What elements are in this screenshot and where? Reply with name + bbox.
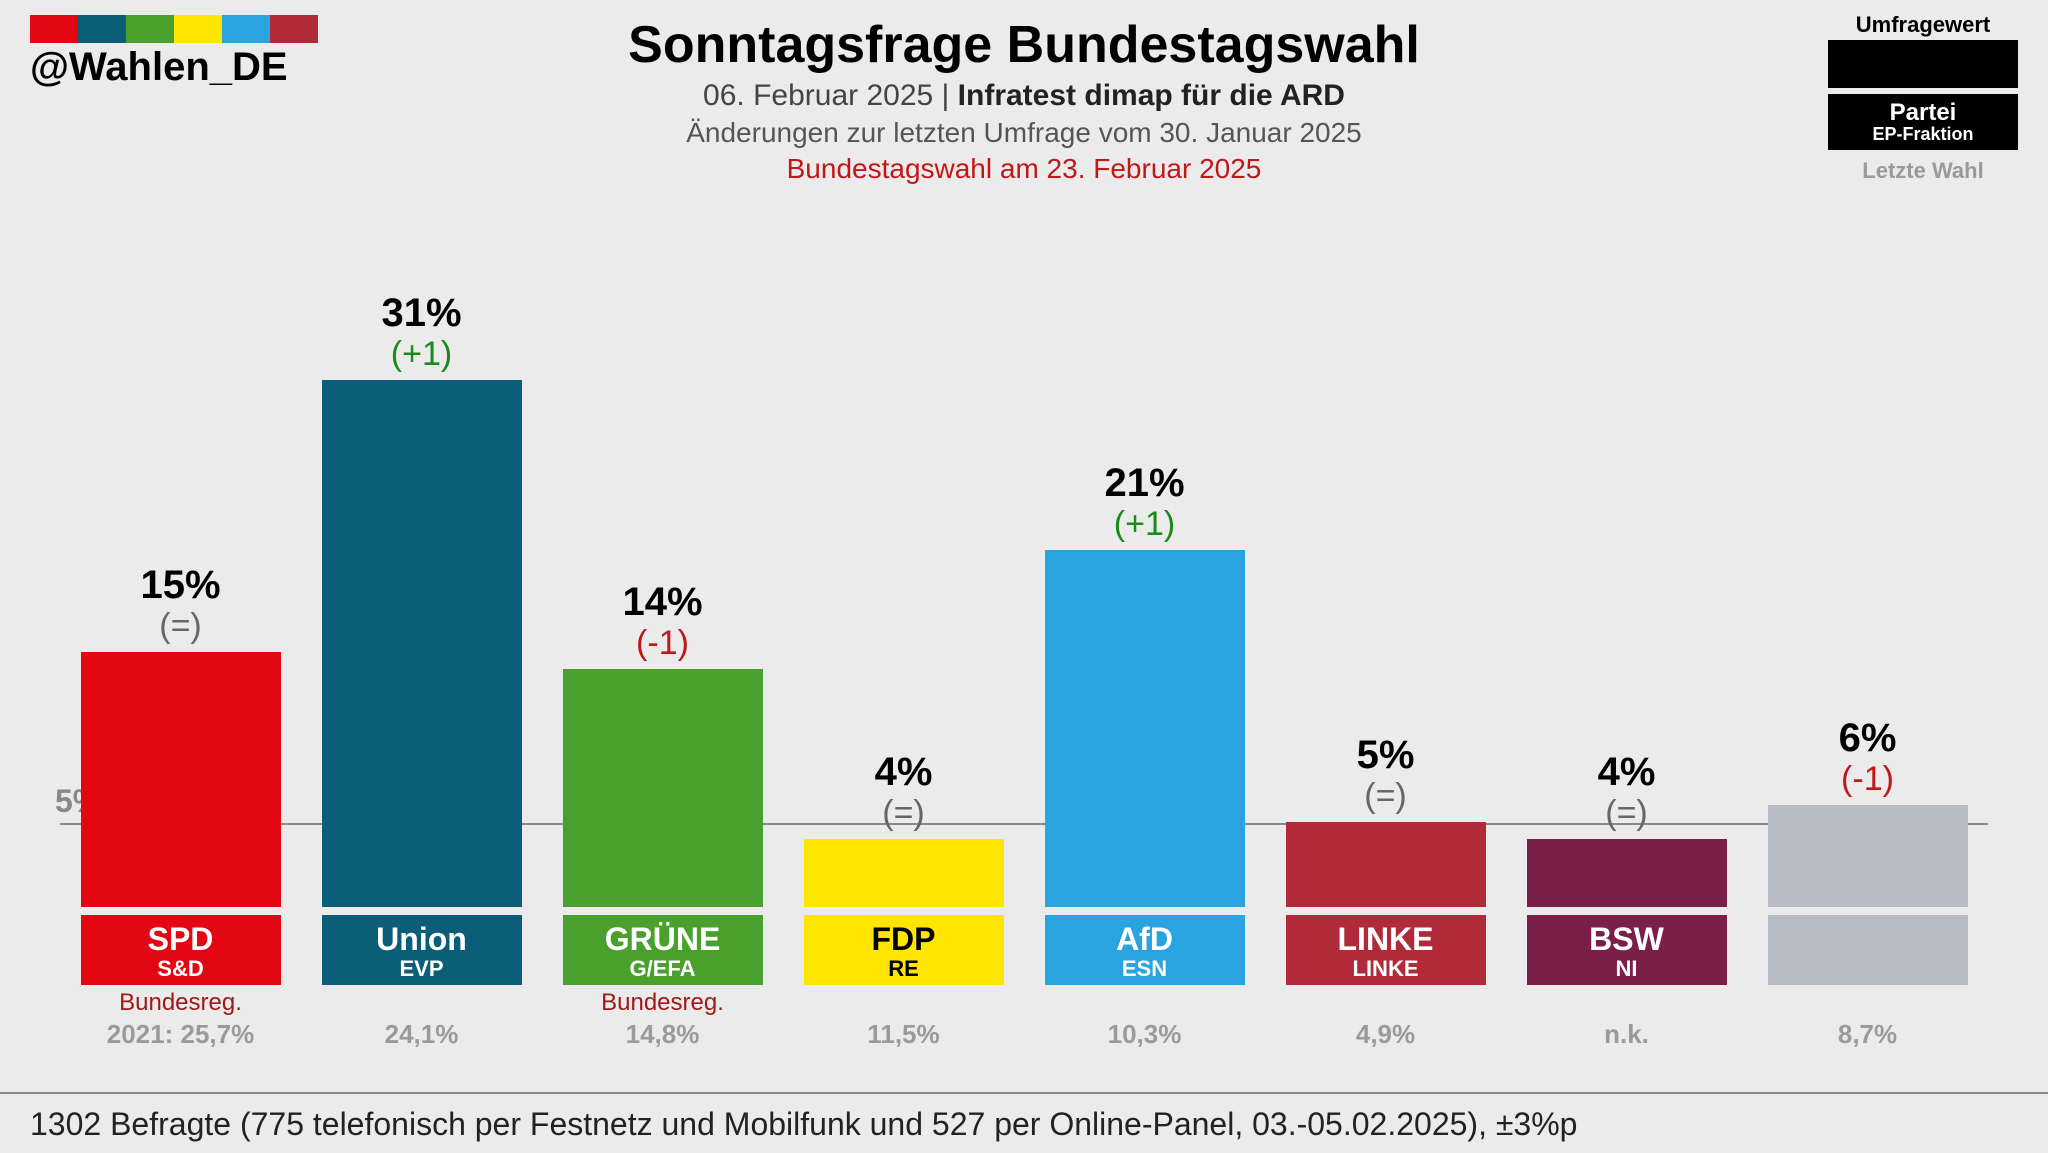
previous-result: n.k.	[1604, 1019, 1649, 1050]
logo-color-strip	[30, 15, 318, 43]
party-ep-group: ESN	[1045, 957, 1245, 980]
bar-group: 4%(=) FDPRE 11,5%	[794, 750, 1014, 1050]
bar-group: 31%(+1) UnionEVP 24,1%	[312, 291, 532, 1050]
party-ep-group: LINKE	[1286, 957, 1486, 980]
party-name: GRÜNE	[563, 923, 763, 957]
party-ep-group: S&D	[81, 957, 281, 980]
party-label-box	[1768, 915, 1968, 985]
logo-color-swatch	[174, 15, 222, 43]
legend-last-election-label: Letzte Wahl	[1828, 158, 2018, 184]
bar-group: 15%(=) SPDS&D Bundesreg.2021: 25,7%	[71, 563, 291, 1050]
change-note: Änderungen zur letzten Umfrage vom 30. J…	[424, 117, 1624, 149]
party-label-box: SPDS&D	[81, 915, 281, 985]
twitter-handle: @Wahlen_DE	[30, 45, 318, 90]
party-ep-group: RE	[804, 957, 1004, 980]
party-label-box: LINKELINKE	[1286, 915, 1486, 985]
legend-ep-label: EP-Fraktion	[1872, 125, 1973, 144]
legend-value-label: Umfragewert	[1828, 12, 2018, 38]
logo-color-swatch	[30, 15, 78, 43]
bar-value-label: 21%	[1104, 461, 1184, 505]
party-ep-group: EVP	[322, 957, 522, 980]
party-name: FDP	[804, 923, 1004, 957]
party-name: SPD	[81, 923, 281, 957]
bar-value-label: 5%	[1357, 733, 1415, 777]
party-label-box: AfDESN	[1045, 915, 1245, 985]
bars-container: 15%(=)SPDS&DBundesreg.2021: 25,7%31%(+1)…	[60, 270, 1988, 1050]
previous-result: 2021: 25,7%	[107, 1019, 254, 1050]
bar	[322, 380, 522, 907]
party-label-box: UnionEVP	[322, 915, 522, 985]
bar-value-label: 4%	[1598, 750, 1656, 794]
header-title-block: Sonntagsfrage Bundestagswahl 06. Februar…	[424, 15, 1624, 185]
party-name: LINKE	[1286, 923, 1486, 957]
logo-color-swatch	[78, 15, 126, 43]
bar-change-label: (=)	[1364, 777, 1407, 816]
bar-change-label: (=)	[1605, 794, 1648, 833]
bar-group: 4%(=) BSWNI n.k.	[1517, 750, 1737, 1050]
legend-party-label: Partei	[1890, 100, 1957, 125]
bar	[1045, 550, 1245, 907]
legend-party-swatch: Partei EP-Fraktion	[1828, 94, 2018, 150]
bar-value-label: 4%	[875, 750, 933, 794]
party-label-box: GRÜNEG/EFA	[563, 915, 763, 985]
previous-result: 14,8%	[626, 1019, 700, 1050]
government-tag: Bundesreg.	[601, 989, 724, 1017]
party-label-box: BSWNI	[1527, 915, 1727, 985]
bar-group: 5%(=) LINKELINKE 4,9%	[1276, 733, 1496, 1050]
bar-value-label: 15%	[140, 563, 220, 607]
bar-change-label: (=)	[159, 607, 202, 646]
legend-value-swatch	[1828, 40, 2018, 88]
chart-title: Sonntagsfrage Bundestagswahl	[424, 15, 1624, 75]
election-date-note: Bundestagswahl am 23. Februar 2025	[424, 153, 1624, 185]
party-name: AfD	[1045, 923, 1245, 957]
previous-result: 8,7%	[1838, 1019, 1897, 1050]
party-ep-group: G/EFA	[563, 957, 763, 980]
poll-date: 06. Februar 2025	[703, 79, 933, 112]
source-logo: @Wahlen_DE	[30, 15, 318, 90]
bar-group: 6%(-1) 8,7%	[1758, 716, 1978, 1050]
party-name: BSW	[1527, 923, 1727, 957]
previous-result: 11,5%	[867, 1019, 939, 1050]
bar	[1286, 822, 1486, 907]
bar-change-label: (+1)	[391, 335, 452, 374]
party-label-box: FDPRE	[804, 915, 1004, 985]
legend: Umfragewert Partei EP-Fraktion Letzte Wa…	[1828, 12, 2018, 184]
bar	[563, 669, 763, 907]
bar-change-label: (-1)	[636, 624, 689, 663]
footer-methodology: 1302 Befragte (775 telefonisch per Festn…	[0, 1092, 2048, 1143]
bar-group: 14%(-1) GRÜNEG/EFA Bundesreg.14,8%	[553, 580, 773, 1050]
bar	[804, 839, 1004, 907]
bar-chart: 5% 15%(=)SPDS&DBundesreg.2021: 25,7%31%(…	[60, 270, 1988, 1050]
previous-result: 24,1%	[385, 1019, 459, 1050]
bar-value-label: 14%	[622, 580, 702, 624]
bar	[1527, 839, 1727, 907]
government-tag: Bundesreg.	[119, 989, 242, 1017]
bar-change-label: (+1)	[1114, 505, 1175, 544]
chart-subtitle: 06. Februar 2025 | Infratest dimap für d…	[424, 79, 1624, 113]
poll-institute: Infratest dimap für die ARD	[958, 79, 1345, 112]
bar-group: 21%(+1) AfDESN 10,3%	[1035, 461, 1255, 1050]
bar-change-label: (-1)	[1841, 760, 1894, 799]
previous-result: 4,9%	[1356, 1019, 1415, 1050]
bar-value-label: 31%	[381, 291, 461, 335]
bar	[81, 652, 281, 907]
bar-value-label: 6%	[1839, 716, 1897, 760]
bar	[1768, 805, 1968, 907]
previous-result: 10,3%	[1108, 1019, 1182, 1050]
logo-color-swatch	[222, 15, 270, 43]
party-ep-group: NI	[1527, 957, 1727, 980]
logo-color-swatch	[126, 15, 174, 43]
bar-change-label: (=)	[882, 794, 925, 833]
logo-color-swatch	[270, 15, 318, 43]
party-name: Union	[322, 923, 522, 957]
